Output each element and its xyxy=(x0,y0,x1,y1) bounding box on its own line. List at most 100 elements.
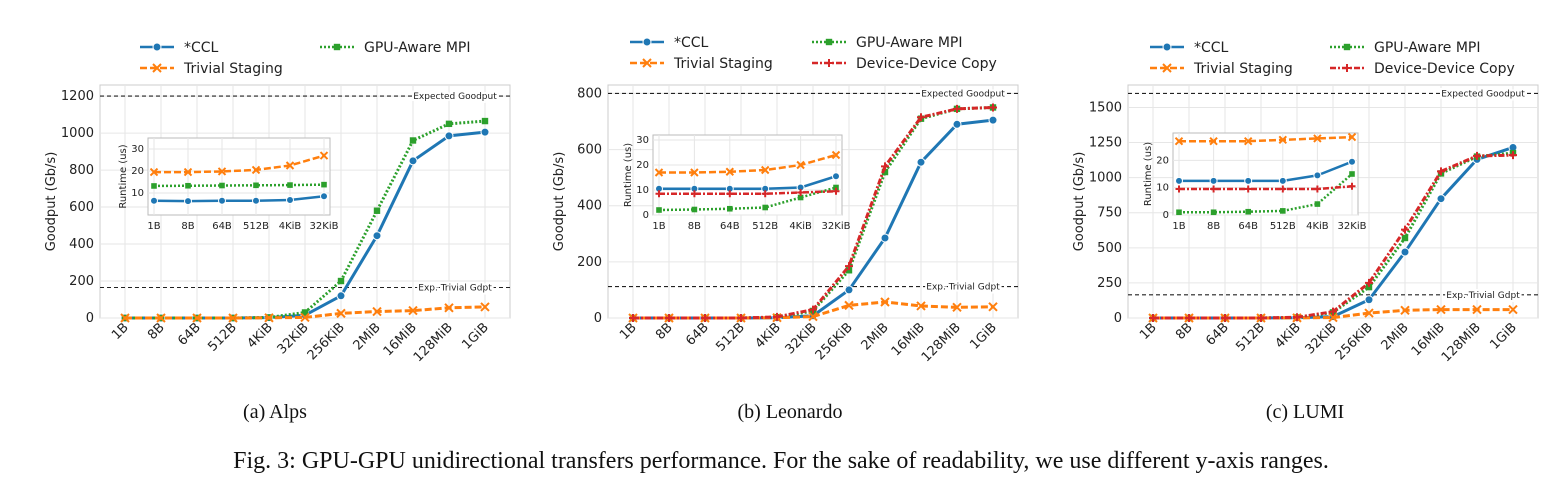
inset-data-point-d2d xyxy=(690,190,698,198)
inset-data-point-mpi xyxy=(185,182,191,189)
inset-data-point-mpi xyxy=(287,182,293,188)
inset-data-point-d2d xyxy=(1279,185,1287,193)
data-point-ccl xyxy=(372,231,382,241)
x-tick-label: 64B xyxy=(1203,320,1232,349)
data-point-staging xyxy=(120,313,130,323)
inset-data-point-mpi xyxy=(219,182,225,189)
inset-x-tick-label: 1B xyxy=(652,221,665,232)
inset-y-tick-label: 0 xyxy=(1163,210,1169,221)
data-point-staging xyxy=(192,313,202,323)
inset-data-point-staging xyxy=(725,167,735,176)
y-tick-label: 600 xyxy=(69,200,94,215)
data-point-ccl xyxy=(952,119,962,129)
inset-data-point-staging xyxy=(796,160,805,170)
x-tick-label: 2MiB xyxy=(351,320,384,353)
inset-data-point-staging xyxy=(690,168,699,177)
inset-data-point-ccl xyxy=(184,197,192,206)
inset-x-tick-label: 4KiB xyxy=(789,221,812,232)
inset-x-tick-label: 64B xyxy=(212,221,232,232)
inset-x-tick-label: 32KiB xyxy=(1338,221,1367,232)
inset-data-point-d2d xyxy=(726,190,734,198)
inset-data-point-mpi xyxy=(727,205,733,212)
reference-line-label: Exp. Trivial Gdpt xyxy=(1446,291,1520,301)
inset-y-tick-label: 0 xyxy=(643,210,649,221)
data-point-staging xyxy=(1436,304,1446,315)
data-point-ccl xyxy=(408,156,418,166)
inset-x-tick-label: 8B xyxy=(181,221,194,232)
y-tick-label: 250 xyxy=(1097,276,1122,291)
y-tick-label: 1500 xyxy=(1089,100,1122,115)
inset-y-tick-label: 30 xyxy=(131,144,144,155)
data-point-d2d xyxy=(629,314,637,322)
data-point-ccl xyxy=(880,233,890,243)
reference-line-label: Exp. Trivial Gdpt xyxy=(418,283,492,293)
x-tick-label: 1GiB xyxy=(459,320,491,352)
inset-data-point-d2d xyxy=(1348,182,1356,190)
inset-plot-area xyxy=(147,137,331,216)
data-point-d2d xyxy=(917,113,925,122)
data-point-mpi xyxy=(337,277,345,285)
data-point-d2d xyxy=(1257,314,1265,322)
x-tick-label: 2MiB xyxy=(1379,320,1412,353)
inset-data-point-mpi xyxy=(691,206,698,213)
data-point-staging xyxy=(336,308,346,319)
x-tick-label: 128MiB xyxy=(1439,320,1484,365)
data-point-staging xyxy=(952,302,962,313)
inset-data-point-mpi xyxy=(656,207,662,213)
inset-data-point-staging xyxy=(1278,135,1288,145)
inset-data-point-ccl xyxy=(1244,176,1253,185)
x-tick-label: 8B xyxy=(145,320,168,343)
data-point-d2d xyxy=(989,103,997,112)
data-point-staging xyxy=(408,305,418,316)
inset-data-point-ccl xyxy=(1278,176,1287,185)
data-point-mpi xyxy=(445,120,453,128)
inset-data-point-d2d xyxy=(1210,185,1218,193)
data-point-d2d xyxy=(881,162,889,171)
data-point-mpi xyxy=(301,309,309,316)
inset-x-tick-label: 8B xyxy=(1207,221,1220,232)
data-point-d2d xyxy=(1437,167,1445,176)
legend-label: Trivial Staging xyxy=(1193,61,1293,77)
inset-data-point-mpi xyxy=(762,204,768,211)
x-tick-label: 1B xyxy=(1137,320,1160,343)
data-point-staging xyxy=(808,311,818,322)
y-tick-label: 800 xyxy=(69,163,94,178)
reference-line-label: Expected Goodput xyxy=(921,89,1005,99)
inset-y-tick-label: 20 xyxy=(636,160,649,171)
inset-x-tick-label: 1B xyxy=(147,221,160,232)
inset-series-line-mpi xyxy=(1179,173,1353,214)
data-point-staging xyxy=(480,302,490,312)
data-point-mpi xyxy=(481,117,489,125)
inset-data-point-ccl xyxy=(286,196,294,205)
legend-label: GPU-Aware MPI xyxy=(364,40,470,56)
data-point-d2d xyxy=(773,312,781,321)
data-point-ccl xyxy=(444,131,454,141)
legend-marker xyxy=(642,58,652,68)
legend-label: Device-Device Copy xyxy=(856,56,997,72)
inset-data-point-mpi xyxy=(321,181,327,188)
y-tick-label: 0 xyxy=(1114,311,1122,326)
x-tick-label: 8B xyxy=(653,320,676,343)
inset-series-line-ccl xyxy=(153,195,325,203)
legend-label: GPU-Aware MPI xyxy=(1374,40,1480,56)
data-point-mpi xyxy=(845,267,853,274)
data-point-d2d xyxy=(1401,225,1409,234)
x-tick-label: 256KiB xyxy=(305,320,348,363)
inset-data-point-ccl xyxy=(252,196,260,205)
x-tick-label: 256KiB xyxy=(813,320,856,363)
inset-y-tick-label: 10 xyxy=(636,185,649,196)
legend-marker xyxy=(152,42,162,52)
x-tick-label: 128MiB xyxy=(919,320,964,365)
inset-data-point-staging xyxy=(654,168,664,177)
inset-series-line-ccl xyxy=(1179,160,1353,183)
y-axis-label: Goodput (Gb/s) xyxy=(552,152,567,252)
data-point-ccl xyxy=(336,291,346,301)
x-tick-label: 1GiB xyxy=(967,320,999,352)
inset-data-point-d2d xyxy=(761,190,769,198)
data-point-d2d xyxy=(845,262,853,271)
legend-label: GPU-Aware MPI xyxy=(856,35,962,51)
inset-plot-area xyxy=(1172,132,1359,216)
inset-x-tick-label: 8B xyxy=(688,221,701,232)
y-tick-label: 1000 xyxy=(1089,171,1122,186)
